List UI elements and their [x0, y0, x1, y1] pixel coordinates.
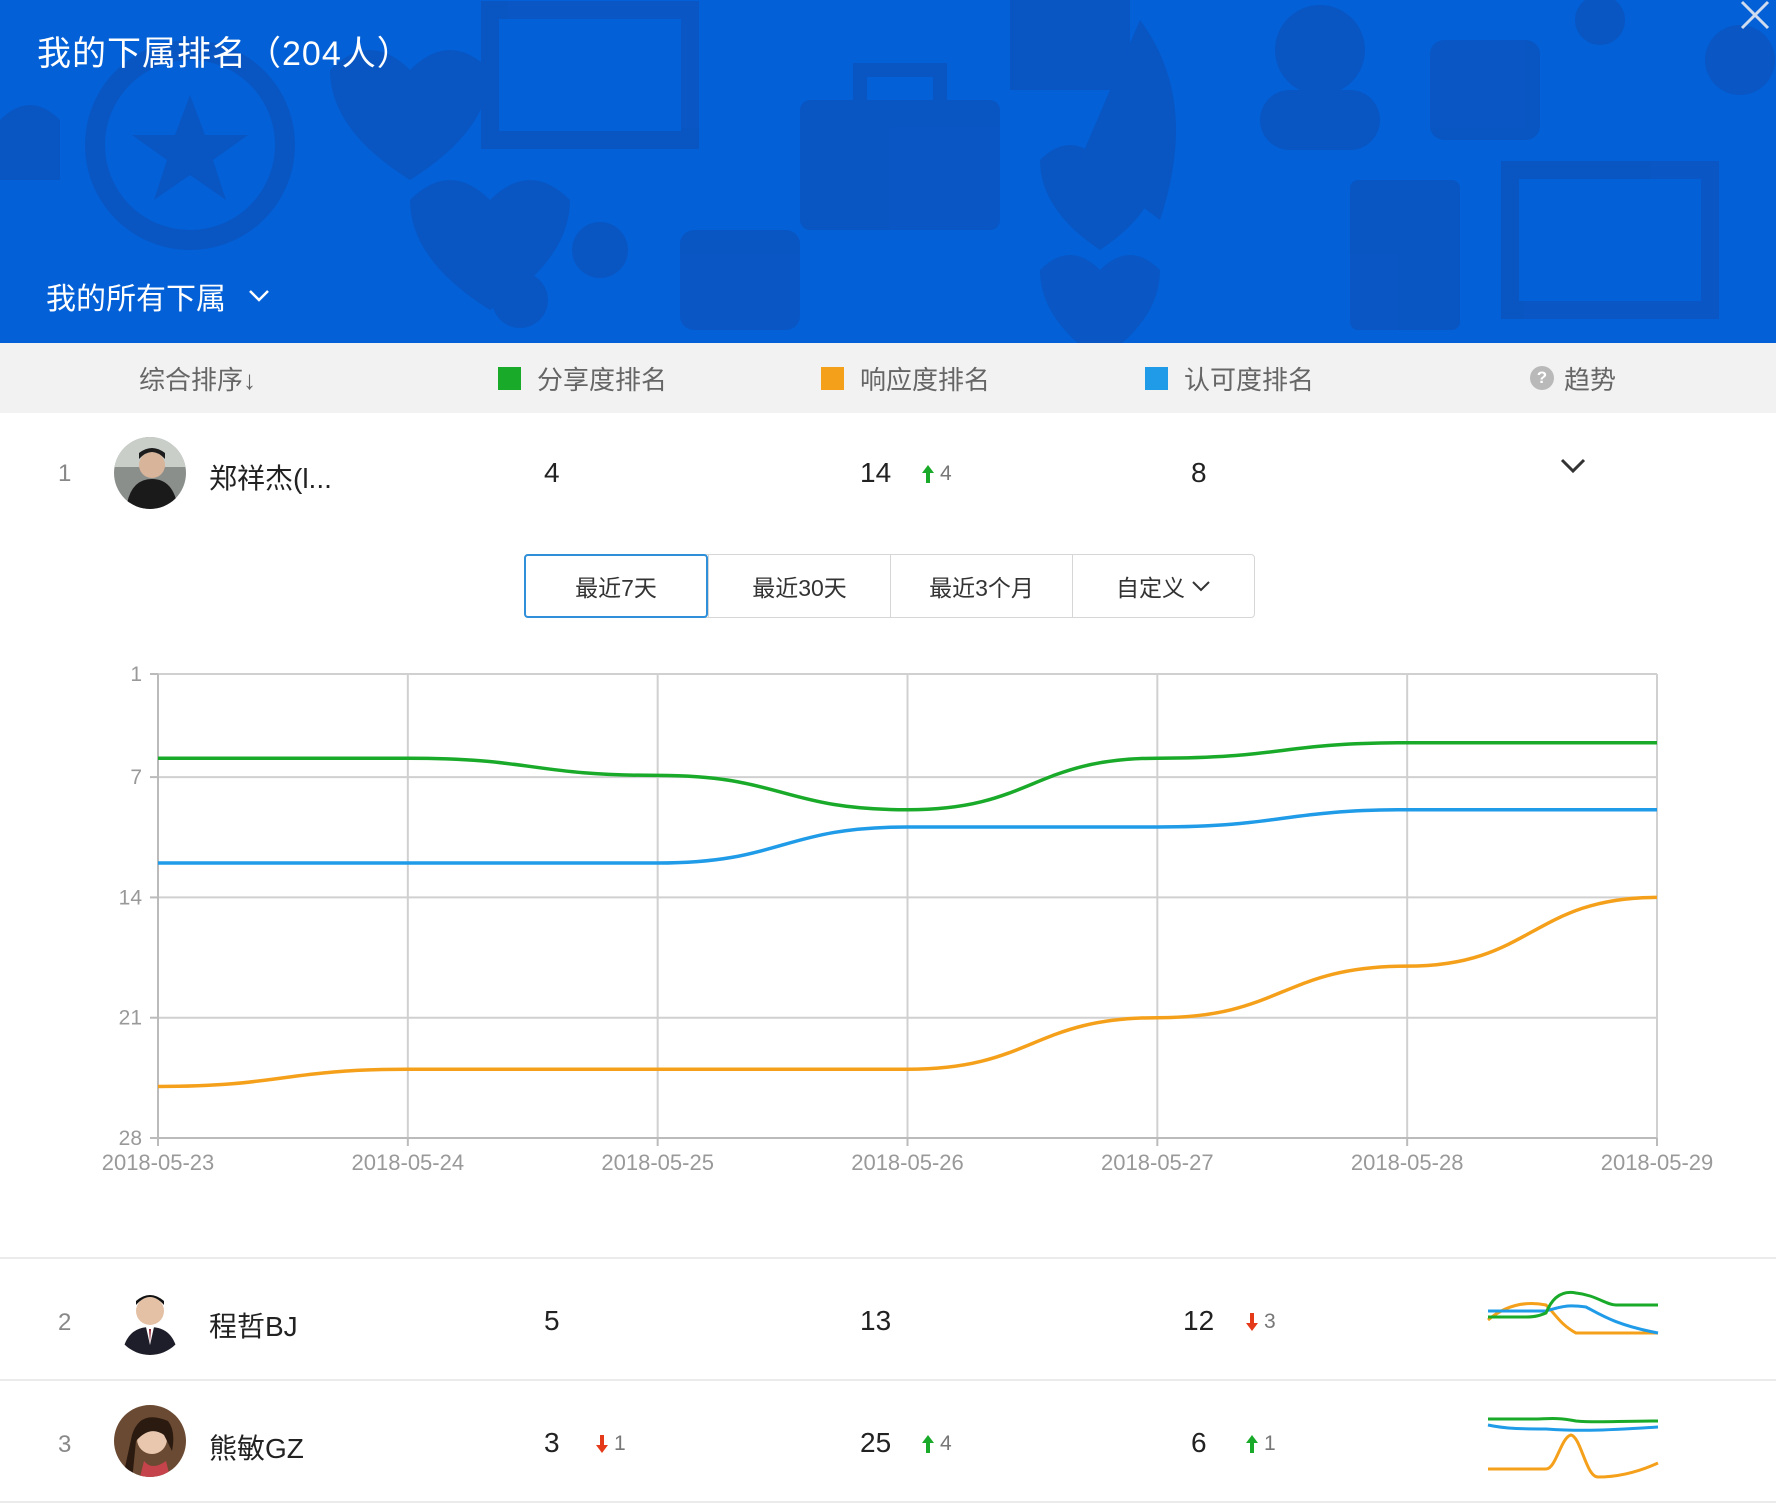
- arrow-up-icon: [922, 465, 934, 483]
- response-rank-label: 响应度排名: [860, 364, 991, 395]
- trend-label: 趋势: [1564, 364, 1617, 395]
- x-tick-label: 2018-05-25: [601, 1150, 714, 1175]
- tab-last-30-days[interactable]: 最近30天: [708, 555, 890, 617]
- rank-number: 3: [58, 1431, 72, 1458]
- help-icon[interactable]: ?: [1530, 366, 1554, 390]
- employee-name: 程哲BJ: [209, 1311, 298, 1342]
- subordinate-filter-dropdown[interactable]: 我的所有下属: [46, 274, 270, 318]
- decorative-pattern: [0, 0, 1775, 343]
- chevron-down-icon: [1192, 581, 1210, 592]
- arrow-up-icon: [1246, 1435, 1258, 1453]
- divider: [0, 1501, 1776, 1503]
- rank-number: 2: [58, 1309, 72, 1336]
- tab-last-7-days[interactable]: 最近7天: [524, 554, 708, 618]
- series-line-0: [157, 740, 1657, 812]
- recognition-rank-value: 12: [1183, 1305, 1215, 1336]
- change-value: 4: [940, 1432, 952, 1455]
- recognition-rank-label: 认可度排名: [1184, 364, 1315, 395]
- trend-sparkline[interactable]: [1486, 1285, 1660, 1347]
- response-rank-change: 4: [922, 462, 952, 486]
- recognition-rank-value: 8: [1191, 457, 1207, 488]
- arrow-down-icon: [596, 1435, 608, 1453]
- share-rank-value: 5: [544, 1305, 560, 1336]
- response-legend-swatch: [821, 366, 844, 390]
- arrow-down-icon: [1246, 1313, 1258, 1331]
- y-tick-label: 1: [130, 663, 142, 686]
- response-rank-header[interactable]: 响应度排名: [821, 343, 990, 413]
- x-tick-label: 2018-05-28: [1351, 1150, 1464, 1175]
- tab-custom-range[interactable]: 自定义: [1072, 555, 1254, 617]
- recognition-rank-change: 1: [1246, 1432, 1276, 1456]
- share-rank-change: 1: [596, 1432, 626, 1456]
- change-value: 1: [614, 1432, 626, 1455]
- tab-label: 自定义: [1116, 575, 1185, 601]
- table-row[interactable]: 2 程哲BJ 5 13 12 3: [0, 1259, 1776, 1379]
- arrow-up-icon: [922, 1435, 934, 1453]
- header-banner: 我的下属排名（204人） 我的所有下属: [0, 0, 1776, 343]
- avatar: [114, 1405, 186, 1477]
- table-row[interactable]: 3 熊敏GZ 3 1 25 4 6 1: [0, 1381, 1776, 1501]
- employee-name: 郑祥杰(l...: [209, 463, 332, 494]
- y-tick-label: 28: [119, 1127, 142, 1150]
- recognition-rank-change: 3: [1246, 1310, 1276, 1334]
- share-rank-value: 4: [544, 457, 560, 488]
- y-tick-label: 21: [119, 1007, 142, 1030]
- close-icon[interactable]: [1736, 0, 1776, 34]
- response-rank-value: 14: [860, 457, 892, 488]
- x-tick-label: 2018-05-29: [1601, 1150, 1714, 1175]
- trend-header: ? 趋势: [1530, 343, 1616, 413]
- chevron-down-icon: [249, 290, 269, 302]
- tab-label: 最近7天: [575, 575, 657, 601]
- tab-label: 最近30天: [752, 575, 847, 601]
- y-tick-label: 7: [130, 766, 142, 789]
- change-value: 4: [940, 462, 952, 485]
- employee-name: 熊敏GZ: [209, 1433, 304, 1464]
- sort-overall-label: 综合排序↓: [139, 364, 257, 395]
- column-header-bar: 综合排序↓ 分享度排名 响应度排名 认可度排名 ? 趋势: [0, 343, 1776, 413]
- divider: [0, 1257, 1776, 1259]
- x-tick-label: 2018-05-24: [352, 1150, 465, 1175]
- x-tick-label: 2018-05-27: [1101, 1150, 1214, 1175]
- collapse-chevron-icon[interactable]: [1560, 458, 1586, 474]
- x-tick-label: 2018-05-23: [102, 1150, 215, 1175]
- tab-last-3-months[interactable]: 最近3个月: [890, 555, 1072, 617]
- x-tick-label: 2018-05-26: [851, 1150, 964, 1175]
- avatar: [114, 437, 186, 509]
- divider: [0, 1379, 1776, 1381]
- trend-sparkline[interactable]: [1486, 1407, 1660, 1481]
- response-rank-value: 13: [860, 1305, 892, 1336]
- series-line-2: [157, 895, 1658, 1089]
- tab-label: 最近3个月: [929, 575, 1034, 601]
- y-tick-label: 14: [119, 886, 143, 909]
- share-legend-swatch: [498, 366, 521, 390]
- rank-number: 1: [58, 460, 72, 487]
- response-rank-value: 25: [860, 1427, 892, 1458]
- avatar: [114, 1283, 186, 1355]
- recognition-legend-swatch: [1145, 366, 1168, 390]
- recognition-rank-header[interactable]: 认可度排名: [1145, 343, 1314, 413]
- share-rank-label: 分享度排名: [537, 364, 668, 395]
- sort-overall-header[interactable]: 综合排序↓: [139, 343, 256, 413]
- change-value: 1: [1264, 1432, 1276, 1455]
- filter-label: 我的所有下属: [46, 283, 226, 316]
- series-line-1: [157, 808, 1658, 865]
- response-rank-change: 4: [922, 1432, 952, 1456]
- share-rank-value: 3: [544, 1427, 560, 1458]
- share-rank-header[interactable]: 分享度排名: [498, 343, 667, 413]
- page-title: 我的下属排名（204人）: [37, 35, 412, 73]
- change-value: 3: [1264, 1310, 1276, 1333]
- recognition-rank-value: 6: [1191, 1427, 1207, 1458]
- table-row[interactable]: 1 郑祥杰(l... 4 14 4 8: [0, 413, 1776, 513]
- date-range-tabs: 最近7天 最近30天 最近3个月 自定义: [524, 554, 1255, 618]
